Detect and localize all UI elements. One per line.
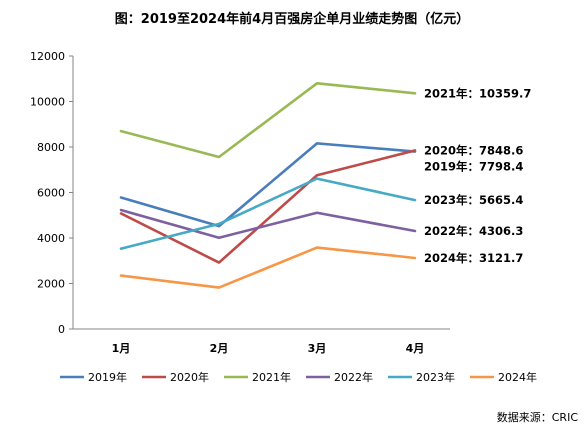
end-value-label: 2020年：7848.6 bbox=[424, 143, 523, 157]
legend: 2019年 2020年 2021年 2022年 2023年 2024年 bbox=[60, 370, 537, 384]
y-tick-label: 2000 bbox=[37, 278, 65, 291]
series-line-2020年 bbox=[119, 149, 417, 264]
series-lines bbox=[119, 82, 417, 289]
end-value-label: 2021年：10359.7 bbox=[424, 86, 531, 100]
series-line-2019年 bbox=[119, 142, 417, 228]
y-tick-label: 4000 bbox=[37, 232, 65, 245]
end-value-label: 2024年：3121.7 bbox=[424, 251, 523, 265]
legend-label: 2020年 bbox=[170, 370, 209, 384]
series-line-2021年 bbox=[119, 82, 417, 159]
end-value-label: 2022年：4306.3 bbox=[424, 224, 523, 238]
end-value-label: 2023年：5665.4 bbox=[424, 193, 523, 207]
chart-title: 图：2019至2024年前4月百强房企单月业绩走势图（亿元） bbox=[115, 11, 469, 27]
y-tick-label: 10000 bbox=[30, 96, 65, 109]
end-value-label: 2019年：7798.4 bbox=[424, 159, 523, 173]
legend-label: 2024年 bbox=[498, 370, 537, 384]
y-tick-label: 6000 bbox=[37, 187, 65, 200]
series-line-2024年 bbox=[119, 246, 417, 289]
y-tick-label: 8000 bbox=[37, 141, 65, 154]
x-tick-label: 1月 bbox=[112, 342, 131, 355]
x-tick-label: 2月 bbox=[210, 342, 229, 355]
legend-label: 2023年 bbox=[416, 370, 455, 384]
axes: 0 2000 4000 6000 8000 10000 12000 1月 2月 3月 4月 bbox=[30, 50, 450, 355]
x-tick-label: 3月 bbox=[308, 342, 327, 355]
x-tick-label: 4月 bbox=[406, 342, 425, 355]
end-labels: 2021年：10359.7 2020年：7848.6 2019年：7798.4 202… bbox=[424, 86, 531, 265]
legend-label: 2019年 bbox=[88, 370, 127, 384]
legend-label: 2021年 bbox=[252, 370, 291, 384]
y-tick-label: 12000 bbox=[30, 50, 65, 63]
legend-label: 2022年 bbox=[334, 370, 373, 384]
series-line-2023年 bbox=[119, 177, 417, 250]
y-tick-label: 0 bbox=[58, 323, 65, 336]
series-line-2022年 bbox=[119, 208, 417, 240]
data-source: 数据来源：CRIC bbox=[497, 410, 579, 424]
